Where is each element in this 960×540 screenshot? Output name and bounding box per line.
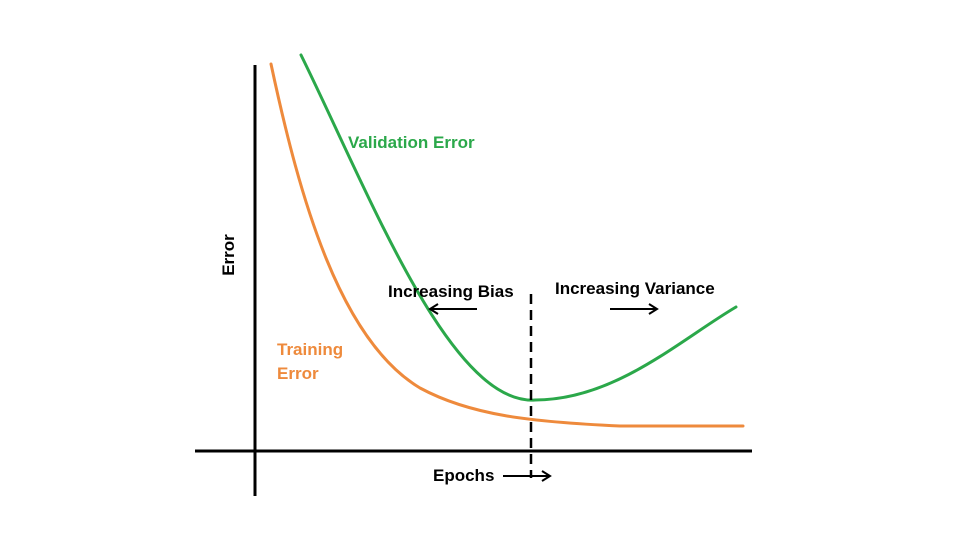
epochs-arrow [503,470,552,482]
x-axis-label: Epochs [433,466,494,485]
variance-arrow [610,303,659,315]
validation-error-label: Validation Error [348,133,475,152]
training-error-label: Training Error [277,340,343,383]
increasing-variance-label: Increasing Variance [555,279,715,298]
training-error-curve [269,62,745,428]
y-axis-label: Error [219,234,238,276]
increasing-bias-label: Increasing Bias [388,282,514,301]
training-error-label-line: Error [277,364,319,383]
training-error-label-line: Training [277,340,343,359]
validation-error-curve [299,53,738,402]
bias-arrow [428,303,477,315]
